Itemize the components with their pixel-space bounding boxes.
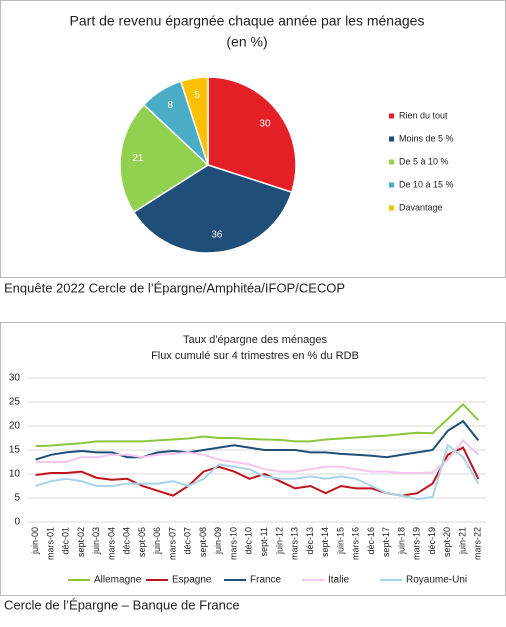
pie-slice [132, 164, 293, 254]
slice-label: 8 [167, 100, 173, 111]
legend-label: Davantage [399, 202, 443, 212]
x-tick-label: sept-17 [381, 527, 391, 557]
y-tick-label: 5 [14, 493, 20, 504]
x-tick-label: juin-18 [396, 527, 406, 555]
legend-swatch [389, 159, 394, 165]
x-tick-label: juin-03 [91, 527, 101, 555]
legend-label: France [250, 575, 282, 586]
legend-label: Moins de 5 % [399, 133, 454, 143]
x-tick-label: sept-02 [76, 527, 86, 557]
legend-swatch [389, 136, 394, 142]
y-tick-label: 20 [9, 421, 21, 432]
legend-swatch [389, 113, 394, 119]
line-title: Taux d'épargne des ménages [183, 334, 327, 346]
x-tick-label: mars-07 [167, 527, 177, 560]
x-tick-label: mars-22 [473, 527, 483, 560]
pie-title: Part de revenu épargnée chaque année par… [70, 13, 425, 29]
pie-slice [119, 103, 210, 214]
series-line [35, 402, 480, 448]
y-tick-label: 15 [9, 445, 21, 456]
x-tick-label: sept-11 [259, 527, 269, 556]
x-tick-label: sept-05 [137, 527, 147, 557]
x-tick-label: juin-21 [457, 527, 467, 555]
x-tick-label: mars-19 [412, 527, 422, 560]
x-tick-label: mars-16 [351, 527, 361, 560]
x-tick-label: mars-10 [228, 527, 238, 560]
x-tick-label: déc-19 [427, 527, 437, 555]
caption: Enquête 2022 Cercle de l’Épargne/Amphité… [4, 280, 345, 295]
x-tick-label: sept-20 [442, 527, 452, 557]
slice-label: 5 [194, 90, 200, 101]
legend-label: Rien du tout [399, 110, 448, 120]
pie-slice [179, 76, 209, 166]
x-tick-label: mars-04 [106, 527, 116, 560]
x-tick-label: juin-15 [335, 527, 345, 555]
x-tick-label: déc-10 [244, 527, 254, 555]
series-line [35, 446, 480, 497]
slice-label: 36 [211, 229, 223, 240]
slice-label: 30 [259, 118, 271, 129]
pie-slice [207, 76, 297, 194]
legend-label: Italie [328, 575, 350, 586]
x-tick-label: mars-01 [45, 527, 55, 560]
x-tick-label: juin-12 [274, 527, 284, 555]
legend-label: Espagne [172, 575, 212, 586]
pie-subtitle: (en %) [226, 34, 267, 50]
legend-label: De 10 à 15 % [399, 179, 454, 189]
legend-swatch [389, 205, 394, 211]
slice-label: 21 [132, 153, 144, 164]
y-tick-label: 0 [14, 517, 20, 528]
y-tick-label: 10 [9, 469, 21, 480]
x-tick-label: sept-14 [320, 527, 330, 557]
x-tick-label: juin-00 [30, 527, 40, 555]
x-tick-label: déc-13 [305, 527, 315, 555]
x-tick-label: déc-04 [122, 527, 132, 555]
series-line [35, 438, 480, 475]
legend-label: De 5 à 10 % [399, 156, 449, 166]
series-line [35, 419, 480, 461]
x-tick-label: déc-16 [366, 527, 376, 555]
line-subtitle: Flux cumulé sur 4 trimestres en % du RDB [151, 350, 359, 362]
x-tick-label: déc-01 [61, 527, 71, 555]
x-tick-label: juin-09 [213, 527, 223, 555]
legend-swatch [389, 182, 394, 188]
y-tick-label: 25 [9, 397, 21, 408]
x-tick-label: sept-08 [198, 527, 208, 557]
x-tick-label: juin-06 [152, 527, 162, 555]
x-tick-label: déc-07 [183, 527, 193, 555]
legend-label: Royaume-Uni [406, 575, 467, 586]
caption: Cercle de l’Épargne – Banque de France [4, 597, 240, 612]
x-tick-label: mars-13 [290, 527, 300, 560]
y-tick-label: 30 [9, 373, 21, 384]
series-line [35, 443, 480, 500]
legend-label: Allemagne [94, 575, 142, 586]
